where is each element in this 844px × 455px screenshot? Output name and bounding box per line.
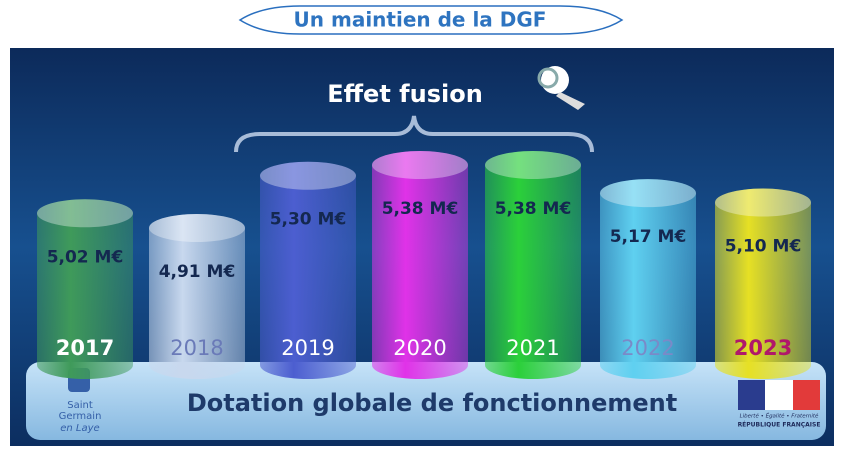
bar-top: [149, 214, 245, 242]
value-label: 5,17 M€: [610, 227, 687, 247]
bar-top: [260, 161, 356, 190]
value-label: 4,91 M€: [159, 262, 236, 282]
title-frame: [238, 5, 624, 35]
logo-text: Germain: [59, 411, 102, 422]
bar: [37, 199, 133, 379]
title: Un maintien de la DGF: [294, 8, 547, 32]
bar: [372, 151, 468, 379]
explorer-icon: [537, 66, 585, 110]
annotation: Effet fusion: [327, 80, 483, 108]
logo-text: RÉPUBLIQUE FRANÇAISE: [738, 421, 821, 429]
bars: 5,02 M€ 2017 4,91 M€ 2018 5,30 M€ 2019 5,38 M€…: [37, 151, 811, 379]
bar-top: [485, 151, 581, 179]
value-label: 5,38 M€: [495, 199, 572, 219]
value-label: 5,02 M€: [47, 247, 124, 267]
value-label: 5,10 M€: [725, 237, 802, 257]
value-label: 5,30 M€: [270, 210, 347, 230]
bar: [715, 188, 811, 379]
bar: [260, 161, 356, 379]
bar: [149, 214, 245, 379]
bar-top: [37, 199, 133, 228]
base-label: Dotation globale de fonctionnement: [187, 389, 677, 417]
logo-text: Liberté • Égalité • Fraternité: [740, 412, 819, 420]
x-tick-label: 2018: [170, 336, 223, 360]
x-tick-label: 2020: [393, 336, 446, 360]
x-tick-label: 2017: [56, 336, 114, 360]
logo-text: en Laye: [60, 423, 99, 434]
value-label: 5,38 M€: [382, 199, 459, 219]
base: [26, 362, 826, 440]
logo-text: Saint: [67, 400, 93, 411]
x-tick-label: 2021: [506, 336, 559, 360]
x-tick-label: 2023: [734, 336, 792, 360]
bar-top: [600, 179, 696, 208]
logo-right: Liberté • Égalité • Fraternité RÉPUBLIQU…: [738, 380, 821, 429]
bar-top: [715, 188, 811, 217]
x-tick-label: 2019: [281, 336, 334, 360]
bar: [485, 151, 581, 379]
x-tick-label: 2022: [621, 336, 674, 360]
bar-top: [372, 151, 468, 179]
bar: [600, 179, 696, 379]
brace: [234, 115, 594, 153]
